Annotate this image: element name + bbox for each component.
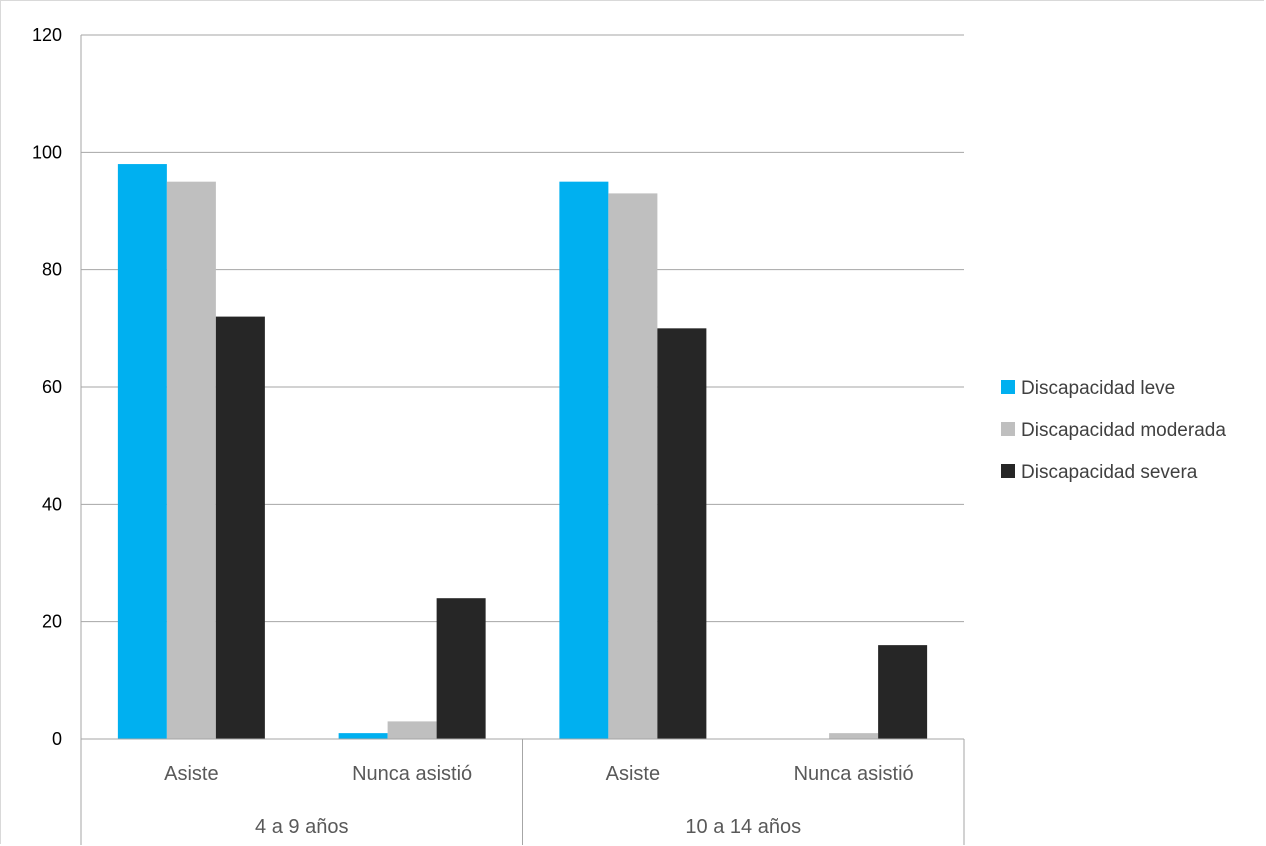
- x-group-label: 4 a 9 años: [255, 816, 348, 838]
- legend-label: Discapacidad moderada: [1021, 420, 1226, 441]
- bar: [215, 316, 265, 739]
- bar: [559, 181, 609, 739]
- axes: 0 20 40 60 80 100 120 Asiste Nunca asistió Asiste…: [32, 25, 965, 845]
- y-tick-label: 0: [52, 729, 62, 749]
- bar: [608, 193, 658, 739]
- bar: [166, 181, 216, 739]
- x-category-label: Asiste: [164, 763, 218, 785]
- legend-swatch: [1001, 422, 1015, 436]
- y-tick-label: 20: [42, 612, 62, 632]
- bars: [117, 164, 928, 740]
- bar: [436, 598, 486, 739]
- x-category-label: Nunca asistió: [794, 763, 914, 785]
- legend-label: Discapacidad severa: [1021, 462, 1198, 483]
- bar: [387, 721, 437, 739]
- legend-swatch: [1001, 464, 1015, 478]
- x-group-label: 10 a 14 años: [685, 816, 801, 838]
- bar: [829, 733, 879, 739]
- x-category-label: Asiste: [606, 763, 660, 785]
- legend-label: Discapacidad leve: [1021, 378, 1175, 399]
- y-tick-label: 120: [32, 25, 62, 45]
- bar: [338, 733, 388, 739]
- y-tick-label: 60: [42, 377, 62, 397]
- legend-swatch: [1001, 380, 1015, 394]
- y-tick-label: 100: [32, 142, 62, 162]
- bar: [878, 645, 928, 739]
- x-category-label: Nunca asistió: [352, 763, 472, 785]
- bar: [657, 328, 707, 739]
- y-tick-label: 40: [42, 494, 62, 514]
- legend: Discapacidad leve Discapacidad moderada Di…: [1001, 378, 1226, 483]
- bar: [117, 164, 167, 740]
- y-tick-label: 80: [42, 260, 62, 280]
